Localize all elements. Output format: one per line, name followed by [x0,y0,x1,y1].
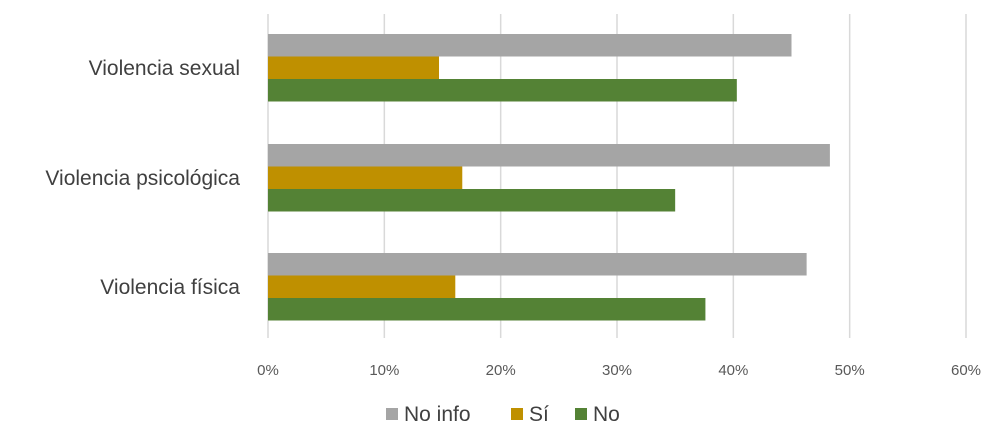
category-label: Violencia sexual [89,57,240,80]
category-labels: Violencia sexual Violencia psicológica Vio… [45,57,240,299]
x-tick-label: 60% [951,362,981,379]
bar [268,298,706,321]
x-tick-label: 50% [835,362,865,379]
x-tick-label: 0% [257,362,279,379]
bar [268,144,830,167]
legend-swatch [386,408,398,420]
category-label: Violencia física [100,276,240,299]
legend-label: Sí [529,403,549,426]
x-tick-labels: 0% 10% 20% 30% 40% 50% 60% [257,362,981,379]
x-tick-label: 30% [602,362,632,379]
legend-label: No [593,403,620,426]
legend: No info Sí No [386,403,620,426]
legend-swatch [511,408,523,420]
bar [268,56,440,79]
x-tick-label: 40% [718,362,748,379]
bar [268,275,456,298]
bar [268,189,676,212]
bar [268,34,792,57]
bar [268,79,737,102]
x-tick-label: 20% [486,362,516,379]
category-label: Violencia psicológica [45,167,240,190]
bar [268,253,807,276]
x-tick-label: 10% [369,362,399,379]
bars [268,34,830,321]
bar [268,166,463,189]
legend-label: No info [404,403,471,426]
legend-swatch [575,408,587,420]
